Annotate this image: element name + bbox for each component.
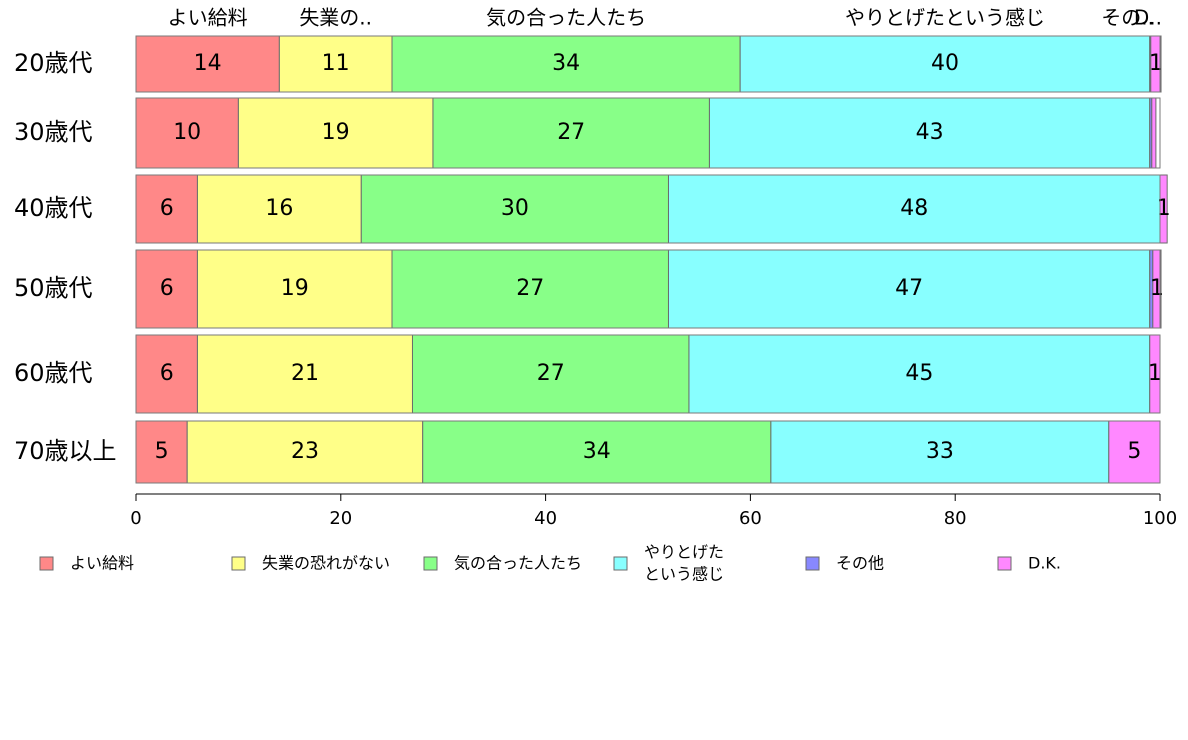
bar-outline [135,420,1161,484]
legend-swatch [423,556,438,571]
data-label: 19 [281,276,309,301]
data-label: 6 [160,361,174,386]
bar-outline [135,97,1161,169]
data-label: 10 [173,120,201,145]
segment-header-label: D.. [1134,6,1162,30]
bar-outline [135,174,1161,244]
bar-segment [278,35,393,93]
data-label: 5 [155,439,169,464]
data-label: 27 [557,120,585,145]
x-tick-label: 40 [534,508,557,529]
data-label: 1 [1149,51,1163,76]
data-label: 47 [895,276,923,301]
data-label: 34 [552,51,580,76]
data-label: 5 [1127,439,1141,464]
bar-segment [196,249,393,329]
row-label-1: 30歳代 [14,118,93,146]
bar-segment [411,334,690,414]
segment-header-label: その.. [1101,6,1154,30]
segment-header-label: よい給料 [168,6,248,30]
bar-segment [391,249,669,329]
legend-label: やりとげた [644,543,724,562]
legend-swatch [613,556,628,571]
data-label: 23 [291,439,319,464]
data-label: 27 [516,276,544,301]
bar-segment [667,174,1161,244]
data-label: 43 [916,120,944,145]
row-label-5: 70歳以上 [14,437,117,465]
data-label: 27 [537,361,565,386]
data-label: 21 [291,361,319,386]
legend-label: よい給料 [70,554,134,573]
data-label: 14 [194,51,222,76]
bar-segment [196,334,413,414]
legend-swatch [997,556,1012,571]
bar-outline [135,334,1161,414]
bar-segment [186,420,424,484]
segment-header-label: やりとげたという感じ [845,6,1045,30]
data-label: 45 [905,361,933,386]
data-label: 6 [160,276,174,301]
legend-label: その他 [836,554,884,573]
bar-segment [135,334,198,414]
data-label: 33 [926,439,954,464]
bar-segment [688,334,1151,414]
data-label: 34 [583,439,611,464]
legend-label: 気の合った人たち [454,554,582,573]
data-label: 6 [160,196,174,221]
bar-outline [135,35,1161,93]
data-label: 11 [322,51,350,76]
x-tick-label: 0 [130,508,141,529]
bar-segment [135,35,280,93]
bar-segment [739,35,1151,93]
data-label: 1 [1157,196,1171,221]
x-tick-label: 60 [739,508,762,529]
bar-segment [135,249,198,329]
bar-segment [360,174,669,244]
data-label: 1 [1148,361,1162,386]
data-label: 1 [1150,276,1164,301]
data-label: 19 [322,120,350,145]
row-label-4: 60歳代 [14,359,93,387]
row-label-0: 20歳代 [14,49,93,77]
row-label-2: 40歳代 [14,194,93,222]
data-label: 30 [501,196,529,221]
x-tick-label: 80 [944,508,967,529]
legend-swatch [231,556,246,571]
x-tick-label: 100 [1143,508,1177,529]
legend-swatch [805,556,820,571]
data-label: 48 [900,196,928,221]
legend-label: 失業の恐れがない [262,554,390,573]
legend-label: D.K. [1028,554,1061,573]
legend-label: という感じ [644,565,724,584]
legend-swatch [39,556,54,571]
row-label-3: 50歳代 [14,274,93,302]
bar-segment [1151,97,1157,169]
segment-header-label: 失業の.. [299,6,372,30]
data-label: 40 [931,51,959,76]
x-tick-label: 20 [329,508,352,529]
bar-outline [135,249,1161,329]
bar-segment [1108,420,1161,484]
bar-segment [432,97,710,169]
segment-header-label: 気の合った人たち [486,6,646,30]
bar-segment [667,249,1151,329]
data-label: 16 [265,196,293,221]
